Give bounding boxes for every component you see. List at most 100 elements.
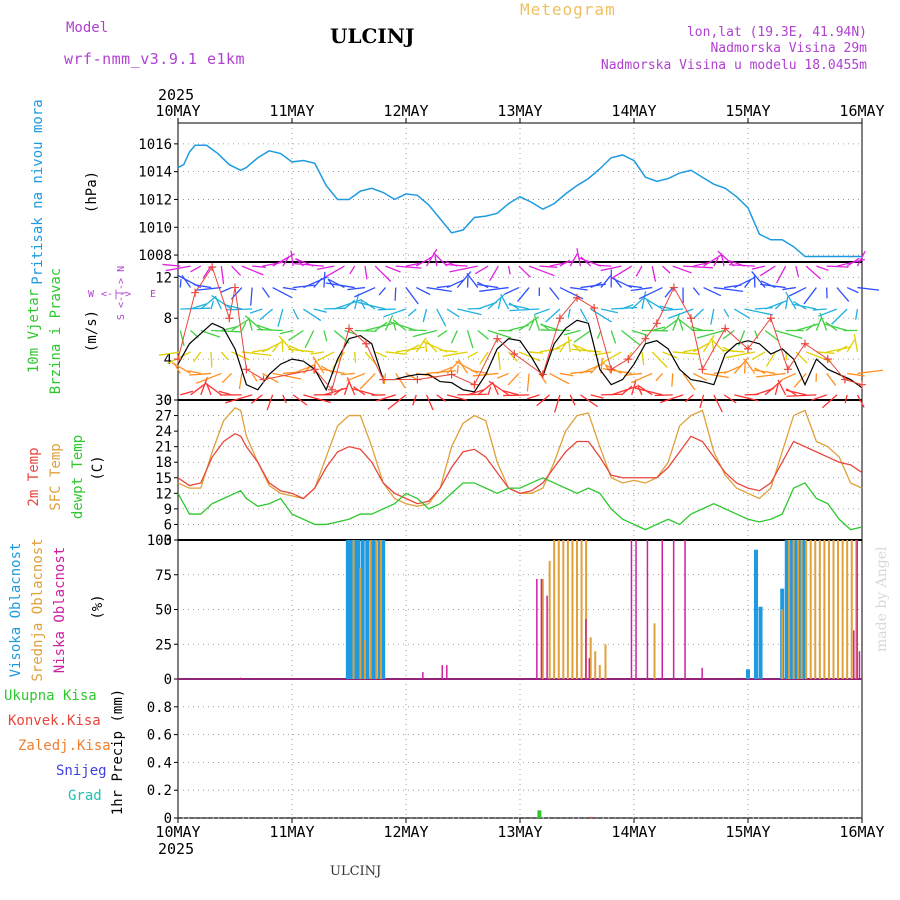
wind-arrow <box>349 265 356 275</box>
wind-arrow <box>449 265 478 273</box>
wind-arrow <box>364 265 368 280</box>
wind-gust-mark <box>573 293 581 302</box>
cloud-high-bar <box>381 540 386 679</box>
wind-arrow <box>282 286 297 291</box>
wind-arrow <box>487 329 512 339</box>
wind-arrow <box>325 265 345 278</box>
wind-arrow <box>723 308 730 318</box>
wind-arrow <box>528 265 555 277</box>
wind-arrow <box>699 394 705 409</box>
wind-arrow <box>600 308 618 314</box>
wind-arrow <box>717 250 735 267</box>
cloud-ylabel-3: Niska Oblacnost <box>52 547 68 673</box>
wind-arrow <box>252 265 267 268</box>
wind-gust-mark <box>225 314 234 323</box>
cloud-mid-bar <box>855 540 858 679</box>
wind-arrow <box>190 384 205 396</box>
wind-arrow <box>325 282 355 289</box>
wind-arrow <box>262 261 284 267</box>
wind-arrow <box>659 305 673 310</box>
wind-arrow <box>722 349 745 353</box>
sfc-temp-line <box>177 406 863 507</box>
pressure-tick-label: 1008 <box>138 248 172 264</box>
wind-arrow <box>456 271 472 288</box>
cloud-high-bar <box>360 540 365 679</box>
wind-arrow <box>165 265 191 272</box>
wind-arrow <box>354 351 357 363</box>
wind-arrow <box>466 330 474 349</box>
wind-panel: 0 4 8 12 <box>155 261 863 409</box>
temp-unit-label: (C) <box>90 455 106 480</box>
wind-arrow <box>846 286 859 294</box>
cloud-mid-bar <box>832 540 835 679</box>
cloud-high-bar <box>753 549 758 679</box>
wind-arrow <box>408 329 427 332</box>
wind-arrow <box>509 308 540 312</box>
wind-arrow <box>340 372 355 376</box>
cloud-low-bar <box>588 658 591 679</box>
wind-arrow <box>241 265 264 276</box>
cloud-tick-label: 100 <box>147 533 172 549</box>
wind-arrow <box>744 279 752 288</box>
pressure-tick-label: 1012 <box>138 192 172 208</box>
wind-arrow <box>272 253 295 267</box>
wind-arrow <box>590 281 602 289</box>
cloud-tick-label: 50 <box>155 603 172 619</box>
wind-arrow <box>303 308 322 322</box>
cloud-mid-bar <box>589 637 592 679</box>
temperature-tick-label: 27 <box>155 409 172 425</box>
wind-arrow <box>667 308 694 320</box>
cloud-low-bar <box>536 578 538 679</box>
wind-arrow <box>545 308 561 323</box>
wind-arrow <box>193 283 212 289</box>
wind-arrow <box>446 278 465 289</box>
cloud-high-bar <box>789 540 794 679</box>
wind-arrow <box>777 379 787 396</box>
wind-arrow <box>333 299 361 310</box>
wind-arrow <box>803 287 817 305</box>
wind-gust-mark <box>641 334 650 343</box>
wind-arrow <box>261 287 270 298</box>
wind-arrow <box>395 373 406 389</box>
temperature-tick-label: 6 <box>164 517 172 533</box>
wind-ylabel-2: Brzina i Pravac <box>48 268 64 394</box>
wind-arrow <box>784 295 789 310</box>
wind-arrow <box>580 362 606 375</box>
wind-arrow <box>662 351 678 359</box>
wind-arrow <box>743 362 746 374</box>
wind-arrow <box>436 285 451 289</box>
bottom-time-label: 15MAY <box>725 823 770 841</box>
wind-arrow <box>816 351 835 354</box>
wind-gust-mark <box>242 365 251 374</box>
wind-arrow <box>394 287 397 301</box>
wind-arrow <box>528 319 535 331</box>
model-label: Model <box>66 20 109 36</box>
wind-arrow <box>294 262 324 267</box>
wind-arrow <box>281 338 284 352</box>
wind-arrow <box>302 365 311 374</box>
wind-arrow <box>853 333 859 353</box>
wind-arrow <box>536 394 551 407</box>
wind-arrow <box>277 308 284 327</box>
wind-arrow <box>476 283 499 289</box>
cloud-high-bar <box>797 540 802 679</box>
wind-arrow <box>238 373 243 390</box>
wind-arrow <box>826 346 852 353</box>
cloud-low-bar <box>672 540 675 679</box>
wind-gust-mark <box>259 375 268 384</box>
wind-arrow <box>702 334 715 353</box>
cloud-mid-bar <box>841 540 844 679</box>
wind-arrow <box>251 373 258 382</box>
cloud-mid-bar <box>363 640 366 679</box>
wind-arrow <box>857 286 880 291</box>
wind-arrow <box>856 394 865 408</box>
wind-arrow <box>836 345 848 353</box>
wind-arrow <box>323 330 328 342</box>
wind-arrow <box>293 284 315 289</box>
wind-arrow <box>292 394 308 406</box>
wind-arrow <box>323 387 348 396</box>
wind-gust-mark <box>783 365 792 374</box>
wind-arrow <box>422 308 428 323</box>
wind-arrow <box>785 291 797 310</box>
